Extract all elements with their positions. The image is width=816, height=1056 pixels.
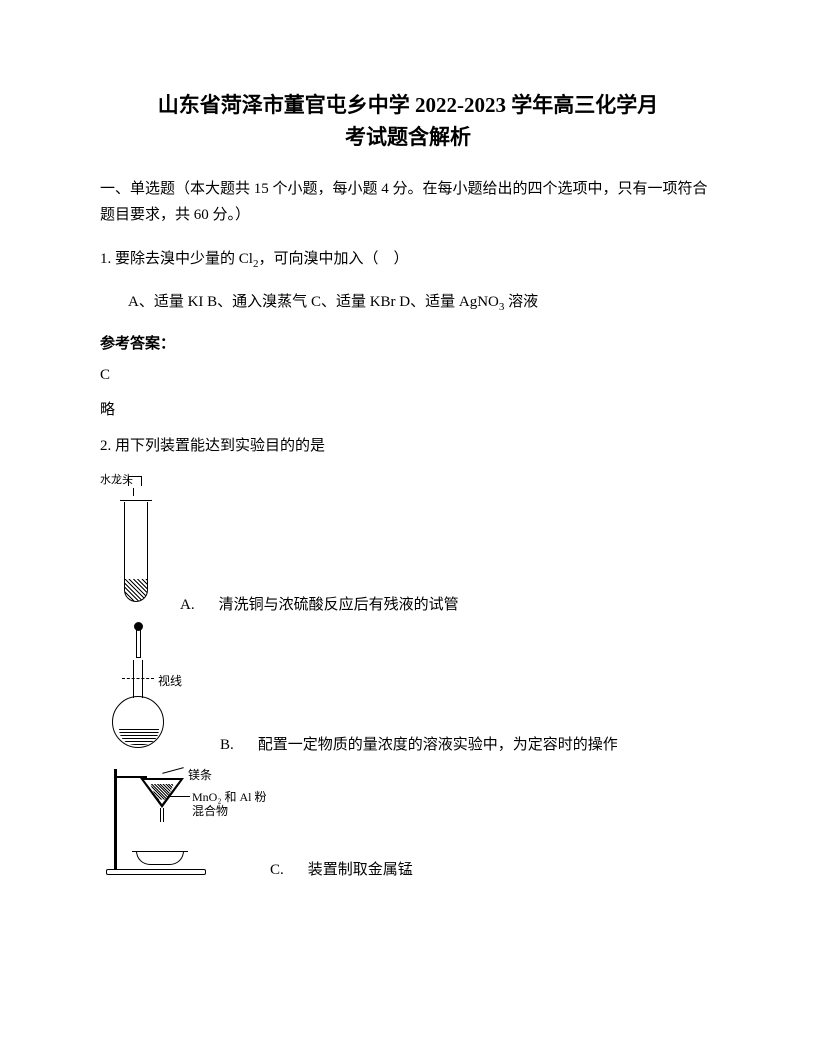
test-tube-body: [124, 502, 148, 602]
q2-optC-letter: C.: [270, 862, 284, 879]
flask-neck: [133, 660, 143, 698]
q2-option-c-row: 镁条 MnO₂ 和 Al 粉 混合物 C. 装置制取金属锰: [100, 764, 716, 879]
mix-pointer-line: [170, 796, 190, 797]
q1-option-d-pre: D、适量 AgNO: [399, 294, 499, 310]
title-line-1: 山东省菏泽市董官屯乡中学 2022-2023 学年高三化学月: [100, 90, 716, 122]
q2-option-a-row: 水龙头 A. 清洗铜与浓硫酸反应后有残液的试管: [100, 474, 716, 614]
tap-drop-icon: [133, 488, 134, 496]
q1-brief: 略: [100, 398, 716, 419]
funnel-icon: [140, 778, 184, 808]
q1-option-b: B、通入溴蒸气: [203, 294, 307, 310]
title-line-2: 考试题含解析: [100, 122, 716, 154]
stand-base: [106, 869, 206, 875]
q1-option-a: A、适量 KI: [128, 294, 203, 310]
q1-answer: C: [100, 367, 716, 384]
mix-label-l1: MnO₂ 和 Al 粉: [192, 790, 267, 804]
test-tube-liquid: [125, 579, 147, 601]
diagram-c-stand-apparatus: 镁条 MnO₂ 和 Al 粉 混合物: [100, 764, 270, 879]
tap-icon: [128, 476, 142, 486]
mix-label-l2: 混合物: [192, 804, 267, 818]
stand-rod: [114, 769, 117, 869]
q2-optB-letter: B.: [220, 737, 234, 754]
question-2: 2. 用下列装置能达到实验目的的是: [100, 433, 716, 460]
q2-option-b-row: 视线 B. 配置一定物质的量浓度的溶液实验中，为定容时的操作: [100, 624, 716, 754]
answer-label-1: 参考答案：: [100, 332, 716, 353]
evaporating-dish: [136, 851, 184, 865]
mg-pointer-line: [162, 767, 184, 774]
flask-liquid: [119, 729, 159, 745]
diagram-b-volumetric-flask: 视线: [100, 624, 220, 754]
q2-optA-letter: A.: [180, 597, 195, 614]
funnel-stem: [160, 808, 164, 822]
flask-mark-label: 视线: [158, 672, 182, 689]
q2-optC-text: 装置制取金属锰: [308, 858, 413, 879]
flask-bulb: [112, 696, 164, 748]
q1-text-2: ，可向溴中加入（ ）: [258, 251, 408, 267]
funnel-cone: [140, 778, 184, 808]
diagram-a-test-tube: 水龙头: [100, 474, 180, 614]
dropper-icon: [136, 624, 141, 658]
q1-option-c: C、适量 KBr: [307, 294, 399, 310]
mix-label: MnO₂ 和 Al 粉 混合物: [192, 790, 267, 819]
mg-label: 镁条: [188, 766, 212, 783]
section-1-header: 一、单选题（本大题共 15 个小题，每小题 4 分。在每小题给出的四个选项中，只…: [100, 177, 716, 228]
question-1-options: A、适量 KI B、通入溴蒸气 C、适量 KBr D、适量 AgNO3 溶液: [100, 289, 716, 318]
question-1: 1. 要除去溴中少量的 Cl2，可向溴中加入（ ）: [100, 246, 716, 275]
q1-option-d-post: 溶液: [504, 294, 538, 310]
exam-title: 山东省菏泽市董官屯乡中学 2022-2023 学年高三化学月 考试题含解析: [100, 90, 716, 153]
q2-optB-text: 配置一定物质的量浓度的溶液实验中，为定容时的操作: [258, 733, 618, 754]
q1-text-1: 1. 要除去溴中少量的 Cl: [100, 251, 253, 267]
flask-mark-line: [122, 678, 154, 679]
q2-optA-text: 清洗铜与浓硫酸反应后有残液的试管: [219, 593, 459, 614]
